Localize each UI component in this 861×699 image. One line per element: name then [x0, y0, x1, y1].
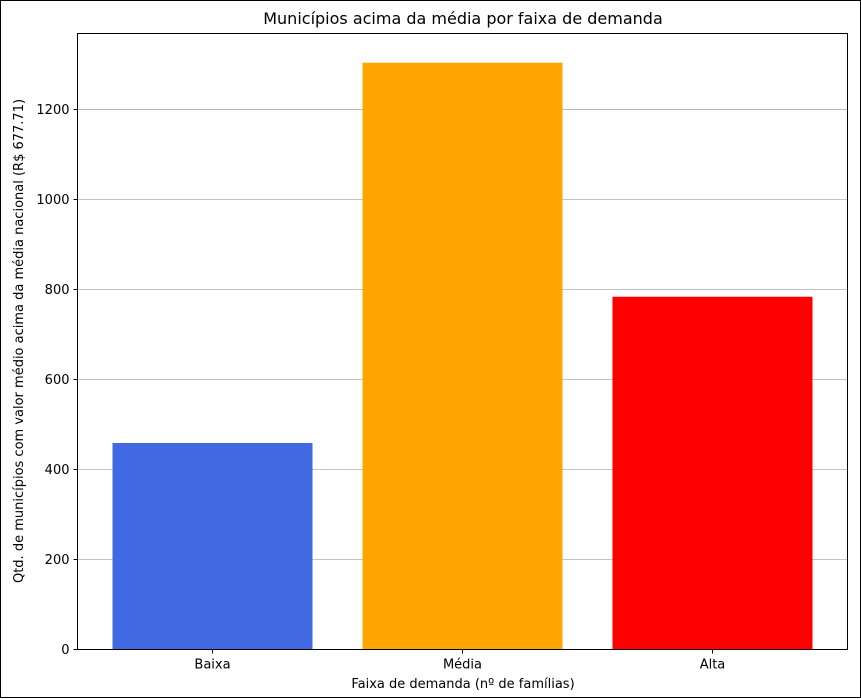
- x-axis-label: Faixa de demanda (nº de famílias): [351, 677, 574, 692]
- y-tick-label: 1200: [36, 103, 69, 118]
- bar-alta: [612, 296, 813, 650]
- x-tick-label: Alta: [700, 658, 726, 673]
- x-tick-label: Baixa: [194, 658, 230, 673]
- y-tick-label: 600: [45, 373, 70, 388]
- y-tick-label: 0: [61, 643, 69, 658]
- chart-title: Municípios acima da média por faixa de d…: [263, 9, 663, 28]
- y-axis-ticks: 0 200 400 600 800 1000 1200: [36, 103, 78, 658]
- y-tick-label: 200: [45, 553, 70, 568]
- bar-baixa: [112, 442, 313, 650]
- y-tick-label: 400: [45, 463, 70, 478]
- y-tick-label: 1000: [36, 193, 69, 208]
- x-tick-label: Média: [443, 658, 482, 673]
- y-tick-label: 800: [45, 283, 70, 298]
- x-axis-ticks: Baixa Média Alta: [194, 649, 726, 673]
- y-axis-label: Qtd. de municípios com valor médio acima…: [12, 99, 27, 583]
- bar-media: [362, 62, 563, 650]
- bars: [112, 62, 813, 650]
